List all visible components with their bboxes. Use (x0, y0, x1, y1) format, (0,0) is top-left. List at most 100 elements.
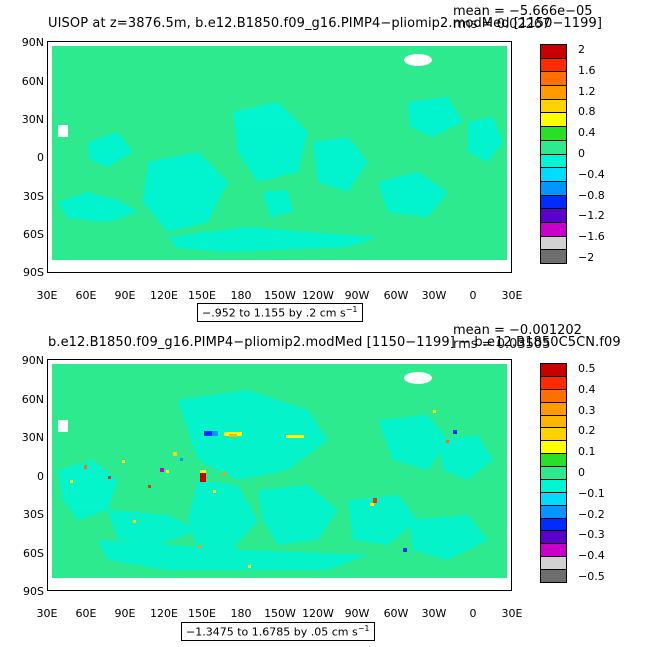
p1-lon-tick: 30E (501, 289, 523, 302)
colorbar-swatch (541, 99, 566, 114)
p1-lon-tick: 60E (75, 289, 97, 302)
p2-lon-tick: 150W (264, 607, 296, 620)
p2-lon-tick: 90W (344, 607, 370, 620)
panel1-map (47, 41, 512, 273)
colorbar-swatch (541, 127, 566, 141)
p2-lon-tick: 120W (302, 607, 334, 620)
colorbar-swatch (541, 467, 566, 480)
colorbar-label: 0 (578, 147, 585, 160)
panel1-title: UISOP at z=3876.5m, b.e12.B1850.f09_g16.… (48, 16, 603, 31)
p2-lon-tick: 60E (75, 607, 97, 620)
colorbar-label: 0.2 (578, 424, 596, 438)
colorbar-label: −0.1 (578, 486, 605, 500)
p1-lon-tick: 120W (302, 289, 334, 302)
colorbar-swatch (541, 402, 566, 416)
p1-lat-tick: 60N (21, 75, 44, 88)
colorbar-swatch (541, 45, 566, 59)
colorbar-swatch (541, 441, 566, 455)
p1-lat-tick: 60S (23, 228, 44, 241)
colorbar-swatch (541, 389, 566, 403)
colorbar-swatch (541, 72, 566, 87)
panel2-anomaly-patches (58, 390, 493, 570)
p1-lon-tick: 180 (230, 289, 252, 302)
p1-lon-tick: 30E (36, 289, 58, 302)
colorbar-swatch (541, 364, 566, 377)
colorbar-swatch (541, 58, 566, 73)
panel2-rms: rms = 0.03505 (453, 337, 551, 352)
colorbar-swatch (541, 505, 566, 519)
p2-lat-tick: 30N (21, 431, 44, 444)
colorbar-swatch (541, 544, 566, 558)
p1-lat-tick: 30N (21, 113, 44, 126)
p1-lon-tick: 60W (383, 289, 409, 302)
panel2-colorbar (540, 363, 567, 583)
panel1-anomaly-patches (58, 97, 503, 252)
colorbar-label: 0.5 (578, 362, 596, 375)
panel2-range-label: −1.3475 to 1.6785 by .05 cm s−1 (181, 622, 375, 641)
colorbar-label: 1.2 (578, 84, 596, 98)
colorbar-label: 0.4 (578, 382, 596, 396)
colorbar-swatch (541, 518, 566, 532)
p1-lon-tick: 120E (150, 289, 178, 302)
panel1-rms: rms = 0.02267 (453, 17, 551, 32)
panel2-land-mask-greenland (404, 372, 432, 384)
p1-lon-tick: 30W (421, 289, 447, 302)
colorbar-label: −1.2 (578, 209, 605, 223)
colorbar-swatch (541, 570, 566, 582)
colorbar-label: −0.4 (578, 549, 605, 563)
colorbar-swatch (541, 376, 566, 390)
colorbar-label: −2 (578, 251, 595, 264)
colorbar-swatch (541, 181, 566, 196)
colorbar-swatch (541, 492, 566, 506)
colorbar-swatch (541, 415, 566, 429)
colorbar-swatch (541, 209, 566, 223)
colorbar-swatch (541, 168, 566, 182)
panel2-range-unit-exponent: −1 (357, 624, 370, 633)
colorbar-swatch (541, 428, 566, 442)
p1-lon-tick: 150E (188, 289, 216, 302)
p1-lat-tick: 0 (37, 151, 44, 164)
panel1-antarctic-mask (48, 260, 511, 272)
colorbar-label: −0.3 (578, 528, 605, 542)
colorbar-label: −0.5 (578, 570, 605, 583)
p1-lon-tick: 90W (344, 289, 370, 302)
panel1-range-label: −.952 to 1.155 by .2 cm s−1 (197, 303, 363, 322)
p2-lon-tick: 180 (230, 607, 252, 620)
colorbar-label: −1.6 (578, 230, 605, 244)
p2-lon-tick: 120E (150, 607, 178, 620)
panel2-title: b.e12.B1850.f09_g16.PIMP4−pliomip2.modMe… (48, 335, 621, 350)
p2-lon-tick: 90E (114, 607, 136, 620)
colorbar-label: 1.6 (578, 63, 596, 77)
p1-lon-tick: 150W (264, 289, 296, 302)
panel1-land-mask-greenland (404, 54, 432, 66)
p2-lat-tick: 90N (21, 354, 44, 367)
panel2-anomaly-spots (70, 410, 457, 568)
colorbar-swatch (541, 250, 566, 263)
colorbar-label: −0.2 (578, 507, 605, 521)
p2-lon-tick: 30E (36, 607, 58, 620)
p2-lat-tick: 0 (37, 470, 44, 483)
colorbar-swatch (541, 154, 566, 169)
colorbar-label: 0 (578, 466, 585, 479)
panel2-antarctic-mask (48, 578, 511, 590)
p2-lat-tick: 30S (23, 508, 44, 521)
colorbar-label: 2 (578, 43, 585, 56)
colorbar-swatch (541, 454, 566, 467)
panel2-land-mask-west (58, 420, 68, 432)
colorbar-label: −0.4 (578, 167, 605, 181)
panel1-map-field (48, 46, 511, 272)
colorbar-swatch (541, 236, 566, 251)
panel1-mean: mean = −5.666e−05 (453, 4, 593, 19)
p2-lon-tick: 30E (501, 607, 523, 620)
colorbar-swatch (541, 86, 566, 100)
p2-lat-tick: 90S (23, 585, 44, 598)
p1-lat-tick: 90S (23, 266, 44, 279)
colorbar-swatch (541, 113, 566, 128)
p2-lon-tick: 150E (188, 607, 216, 620)
colorbar-label: −0.8 (578, 188, 605, 202)
p1-lon-tick: 90E (114, 289, 136, 302)
panel2-map-field (48, 364, 511, 590)
colorbar-swatch (541, 222, 566, 237)
panel1-range-unit-exponent: −1 (345, 305, 358, 314)
colorbar-label: 0.4 (578, 126, 596, 140)
